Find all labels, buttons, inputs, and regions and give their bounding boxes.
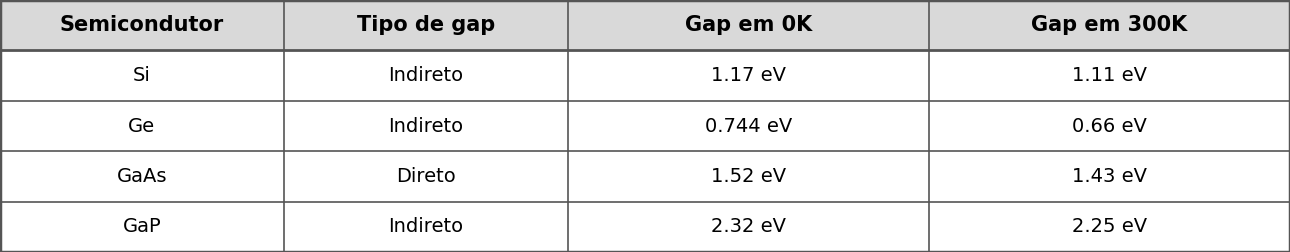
Bar bbox=[568, 101, 929, 151]
Bar bbox=[929, 101, 1290, 151]
Text: GaAs: GaAs bbox=[116, 167, 168, 186]
Bar bbox=[568, 0, 929, 50]
Text: Indireto: Indireto bbox=[388, 116, 463, 136]
Text: Tipo de gap: Tipo de gap bbox=[356, 15, 495, 35]
Text: Gap em 300K: Gap em 300K bbox=[1031, 15, 1188, 35]
Bar bbox=[0, 50, 284, 101]
Bar bbox=[568, 202, 929, 252]
Bar bbox=[0, 101, 284, 151]
Bar bbox=[0, 151, 284, 202]
Bar bbox=[284, 0, 568, 50]
Bar bbox=[284, 151, 568, 202]
Text: Direto: Direto bbox=[396, 167, 455, 186]
Bar bbox=[568, 151, 929, 202]
Bar bbox=[929, 50, 1290, 101]
Text: Indireto: Indireto bbox=[388, 66, 463, 85]
Bar bbox=[0, 0, 284, 50]
Text: Si: Si bbox=[133, 66, 151, 85]
Bar bbox=[929, 202, 1290, 252]
Bar bbox=[929, 151, 1290, 202]
Text: Ge: Ge bbox=[128, 116, 156, 136]
Bar bbox=[0, 202, 284, 252]
Text: 1.52 eV: 1.52 eV bbox=[711, 167, 786, 186]
Text: Gap em 0K: Gap em 0K bbox=[685, 15, 811, 35]
Text: 1.43 eV: 1.43 eV bbox=[1072, 167, 1147, 186]
Text: Semicondutor: Semicondutor bbox=[59, 15, 224, 35]
Text: GaP: GaP bbox=[123, 217, 161, 236]
Text: 2.32 eV: 2.32 eV bbox=[711, 217, 786, 236]
Bar bbox=[929, 0, 1290, 50]
Text: 0.66 eV: 0.66 eV bbox=[1072, 116, 1147, 136]
Text: 2.25 eV: 2.25 eV bbox=[1072, 217, 1147, 236]
Text: 1.17 eV: 1.17 eV bbox=[711, 66, 786, 85]
Text: 1.11 eV: 1.11 eV bbox=[1072, 66, 1147, 85]
Text: Indireto: Indireto bbox=[388, 217, 463, 236]
Bar bbox=[284, 101, 568, 151]
Bar bbox=[284, 202, 568, 252]
Bar bbox=[284, 50, 568, 101]
Bar bbox=[568, 50, 929, 101]
Text: 0.744 eV: 0.744 eV bbox=[704, 116, 792, 136]
